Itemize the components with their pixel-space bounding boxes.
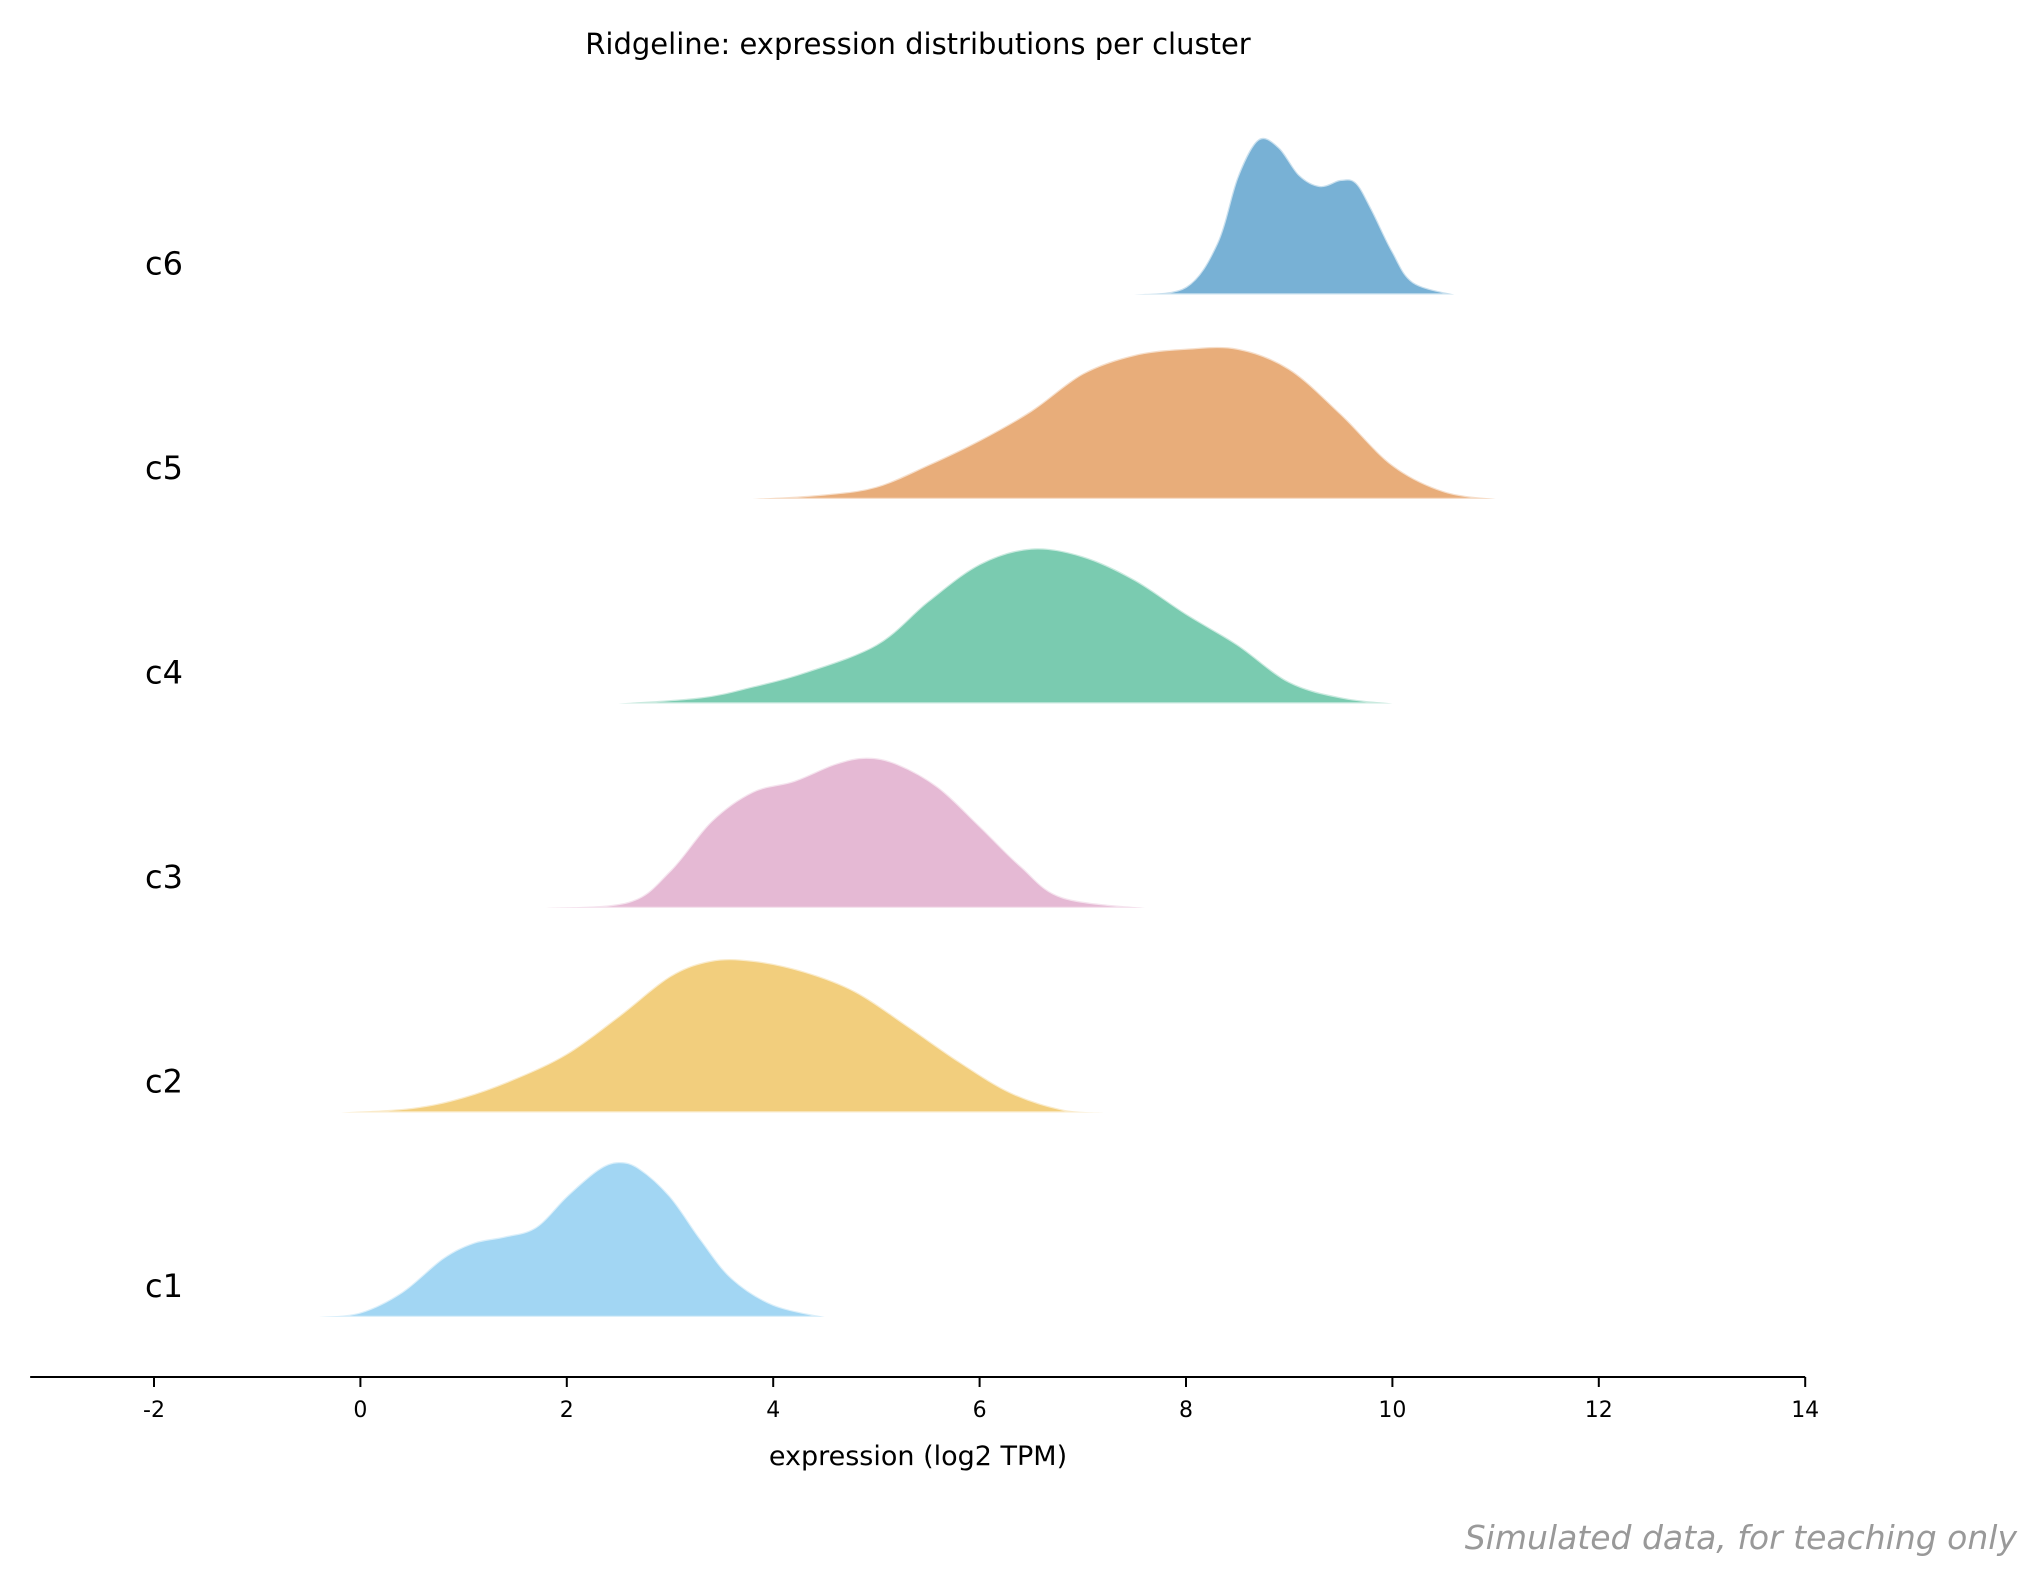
y-labels: c6 c5 c4 c3 c2 c1 xyxy=(145,245,183,1306)
x-tick-label: 0 xyxy=(353,1398,367,1423)
x-tick-label: 8 xyxy=(1179,1398,1193,1423)
x-axis-ticks: -2 0 2 4 6 8 10 12 14 xyxy=(143,1377,1819,1423)
x-tick-label: 12 xyxy=(1585,1398,1613,1423)
footer-note: Simulated data, for teaching only xyxy=(1465,1518,2018,1557)
ridge-c6 xyxy=(1134,136,1455,296)
x-tick-label: 10 xyxy=(1378,1398,1406,1423)
ridge-c1 xyxy=(318,1160,826,1319)
y-label-c3: c3 xyxy=(145,858,183,896)
chart-title: Ridgeline: expression distributions per … xyxy=(585,27,1251,61)
ridge-c2 xyxy=(339,957,1104,1114)
x-tick-label: 4 xyxy=(766,1398,780,1423)
x-axis-label: expression (log2 TPM) xyxy=(769,1441,1067,1472)
ridge-c3 xyxy=(546,756,1145,910)
x-tick-label: 2 xyxy=(560,1398,574,1423)
x-tick-label: 14 xyxy=(1791,1398,1819,1423)
y-label-c1: c1 xyxy=(145,1267,183,1305)
x-tick-label: 6 xyxy=(973,1398,987,1423)
ridges xyxy=(318,136,1496,1319)
y-label-c4: c4 xyxy=(145,654,183,692)
x-tick-label: -2 xyxy=(143,1398,165,1423)
ridge-c5 xyxy=(752,345,1496,501)
ridge-c4 xyxy=(618,547,1393,705)
y-label-c6: c6 xyxy=(145,245,183,283)
y-label-c2: c2 xyxy=(145,1063,183,1101)
y-label-c5: c5 xyxy=(145,449,183,487)
